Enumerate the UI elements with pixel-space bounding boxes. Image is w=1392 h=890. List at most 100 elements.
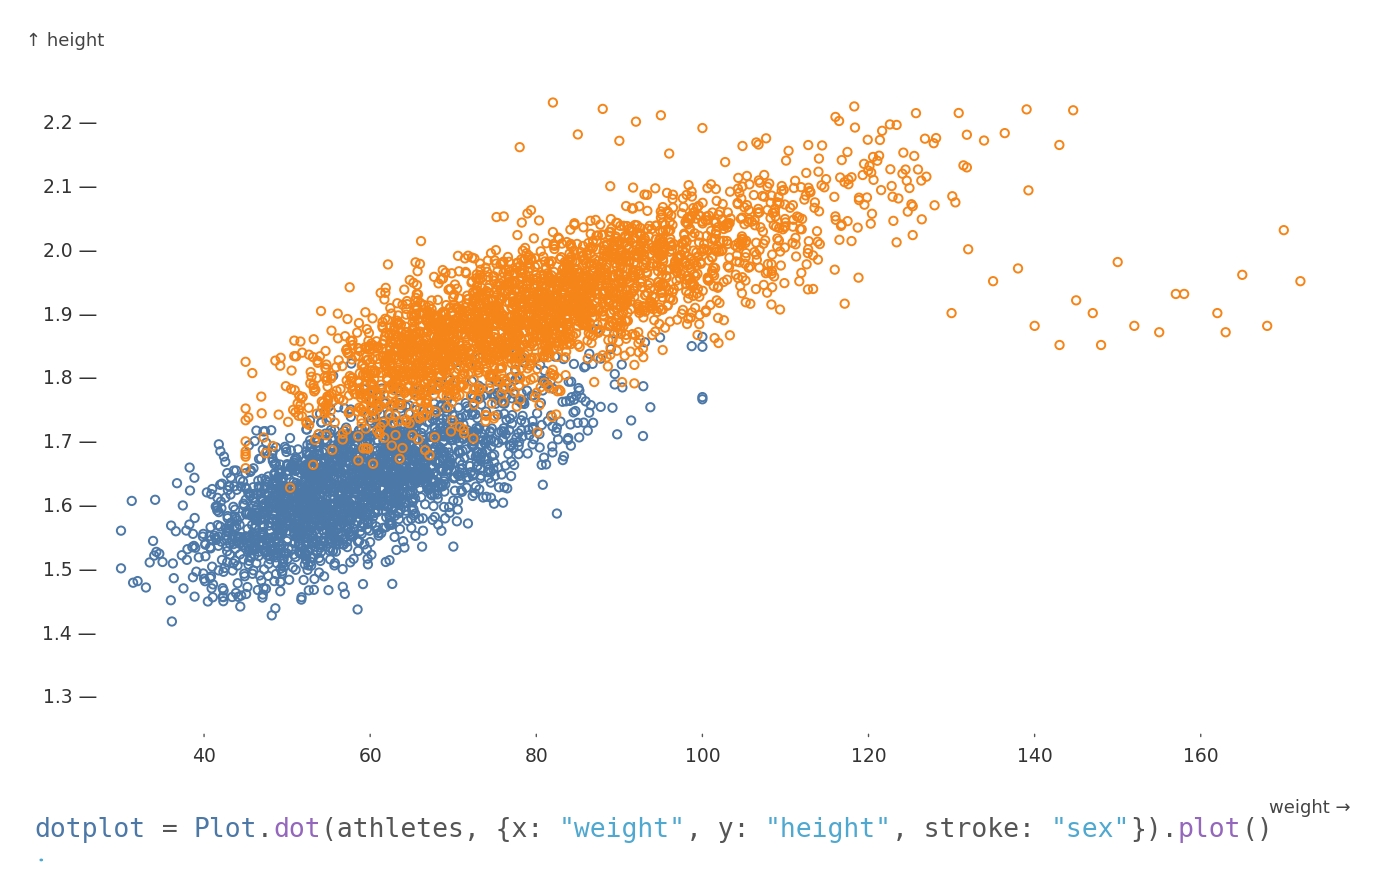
Point xyxy=(366,340,388,354)
Point xyxy=(654,279,677,294)
Point xyxy=(291,462,313,476)
Point xyxy=(284,383,306,397)
Point xyxy=(270,481,292,495)
Point xyxy=(508,439,530,453)
Point xyxy=(600,250,622,264)
Point xyxy=(406,313,429,328)
Point xyxy=(611,276,633,290)
Point xyxy=(521,289,543,303)
Point xyxy=(450,303,472,318)
Point xyxy=(419,328,441,343)
Point xyxy=(558,271,580,285)
Point xyxy=(379,424,401,438)
Point xyxy=(306,497,329,511)
Point xyxy=(451,303,473,317)
Point xyxy=(373,431,395,445)
Point xyxy=(704,232,727,247)
Point xyxy=(452,343,475,357)
Point xyxy=(650,238,672,252)
Point xyxy=(646,252,668,266)
Point xyxy=(196,595,219,609)
Point xyxy=(432,333,454,347)
Point xyxy=(745,282,767,296)
Point xyxy=(693,237,715,251)
Point xyxy=(575,316,597,330)
Point xyxy=(618,255,640,270)
Point xyxy=(344,499,366,514)
Point xyxy=(361,404,383,418)
Point xyxy=(356,485,379,499)
Point xyxy=(381,466,404,481)
Point xyxy=(438,340,461,354)
Point xyxy=(543,315,565,329)
Point xyxy=(322,544,344,558)
Point xyxy=(952,158,974,173)
Point xyxy=(266,479,288,493)
Point xyxy=(715,217,738,231)
Point xyxy=(596,350,618,364)
Point xyxy=(359,506,381,521)
Point xyxy=(373,292,395,306)
Point xyxy=(434,325,457,339)
Point xyxy=(340,493,362,507)
Point xyxy=(390,401,412,416)
Point xyxy=(451,344,473,359)
Point xyxy=(359,467,381,481)
Point xyxy=(575,310,597,324)
Point xyxy=(557,303,579,317)
Point xyxy=(646,304,668,319)
Point xyxy=(381,449,404,463)
Point xyxy=(551,263,574,277)
Point xyxy=(508,447,530,461)
Point xyxy=(734,256,756,271)
Point xyxy=(493,266,515,280)
Point xyxy=(596,238,618,252)
Point xyxy=(302,507,324,522)
Point xyxy=(541,273,564,287)
Point xyxy=(491,432,514,446)
Point xyxy=(626,250,649,264)
Point xyxy=(251,530,273,545)
Point xyxy=(462,405,484,419)
Point xyxy=(704,261,727,275)
Point xyxy=(273,479,295,493)
Point xyxy=(529,317,551,331)
Point xyxy=(374,359,397,373)
Point xyxy=(519,203,541,217)
Point xyxy=(768,196,791,210)
Point xyxy=(683,267,706,281)
Point xyxy=(468,312,490,326)
Point xyxy=(656,271,678,285)
Point xyxy=(780,200,802,214)
Point xyxy=(774,212,796,226)
Point xyxy=(358,340,380,354)
Point xyxy=(544,308,567,322)
Point xyxy=(557,260,579,274)
Point xyxy=(457,425,479,440)
Point xyxy=(270,546,292,561)
Point xyxy=(504,313,526,328)
Point xyxy=(608,134,631,148)
Point xyxy=(284,537,306,551)
Point xyxy=(379,518,401,532)
Point xyxy=(704,227,727,241)
Point xyxy=(320,522,342,536)
Point xyxy=(606,285,628,299)
Point xyxy=(514,332,536,346)
Point xyxy=(394,386,416,400)
Point xyxy=(423,343,445,357)
Point xyxy=(519,293,541,307)
Point xyxy=(571,309,593,323)
Point xyxy=(548,312,571,326)
Point xyxy=(530,293,553,307)
Point xyxy=(406,287,429,302)
Point xyxy=(287,490,309,504)
Point xyxy=(592,348,614,362)
Point xyxy=(255,545,277,559)
Point xyxy=(507,228,529,242)
Point xyxy=(727,271,749,285)
Point xyxy=(393,500,415,514)
Point xyxy=(466,320,489,334)
Point xyxy=(486,342,508,356)
Point xyxy=(393,332,415,346)
